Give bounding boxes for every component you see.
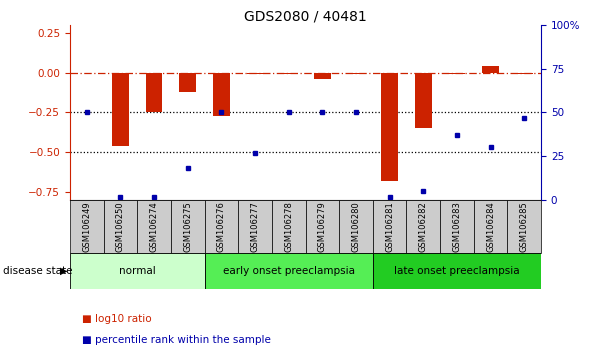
Text: ■ log10 ratio: ■ log10 ratio: [82, 314, 152, 324]
Bar: [373, 253, 541, 289]
Bar: [238, 200, 272, 253]
Bar: [146, 73, 162, 113]
Text: GSM106249: GSM106249: [82, 201, 91, 252]
Text: GSM106274: GSM106274: [150, 201, 159, 252]
Bar: [179, 73, 196, 92]
Text: disease state: disease state: [3, 266, 72, 276]
Text: GSM106283: GSM106283: [452, 201, 461, 252]
Bar: [407, 200, 440, 253]
Bar: [204, 253, 373, 289]
Bar: [440, 200, 474, 253]
Text: GSM106278: GSM106278: [284, 201, 293, 252]
Bar: [508, 200, 541, 253]
Bar: [348, 73, 364, 74]
Bar: [103, 200, 137, 253]
Text: ▶: ▶: [60, 266, 67, 276]
Bar: [449, 73, 465, 74]
Bar: [516, 73, 533, 74]
Text: GSM106282: GSM106282: [419, 201, 428, 252]
Bar: [213, 73, 230, 116]
Text: normal: normal: [119, 266, 156, 276]
Text: GSM106275: GSM106275: [183, 201, 192, 252]
Bar: [373, 200, 407, 253]
Bar: [70, 253, 204, 289]
Bar: [482, 66, 499, 73]
Text: GSM106276: GSM106276: [217, 201, 226, 252]
Bar: [272, 200, 305, 253]
Bar: [305, 200, 339, 253]
Text: late onset preeclampsia: late onset preeclampsia: [394, 266, 520, 276]
Bar: [70, 200, 103, 253]
Text: GSM106285: GSM106285: [520, 201, 529, 252]
Text: GSM106279: GSM106279: [318, 201, 327, 252]
Text: ■ percentile rank within the sample: ■ percentile rank within the sample: [82, 335, 271, 345]
Bar: [381, 73, 398, 181]
Bar: [415, 73, 432, 129]
Bar: [112, 73, 129, 146]
Bar: [137, 200, 171, 253]
Text: GSM106250: GSM106250: [116, 201, 125, 252]
Title: GDS2080 / 40481: GDS2080 / 40481: [244, 10, 367, 24]
Bar: [474, 200, 508, 253]
Bar: [314, 73, 331, 79]
Text: early onset preeclampsia: early onset preeclampsia: [223, 266, 354, 276]
Text: GSM106284: GSM106284: [486, 201, 495, 252]
Bar: [247, 73, 263, 74]
Bar: [171, 200, 204, 253]
Text: GSM106280: GSM106280: [351, 201, 361, 252]
Bar: [280, 73, 297, 74]
Bar: [339, 200, 373, 253]
Bar: [204, 200, 238, 253]
Text: GSM106277: GSM106277: [250, 201, 260, 252]
Text: GSM106281: GSM106281: [385, 201, 394, 252]
